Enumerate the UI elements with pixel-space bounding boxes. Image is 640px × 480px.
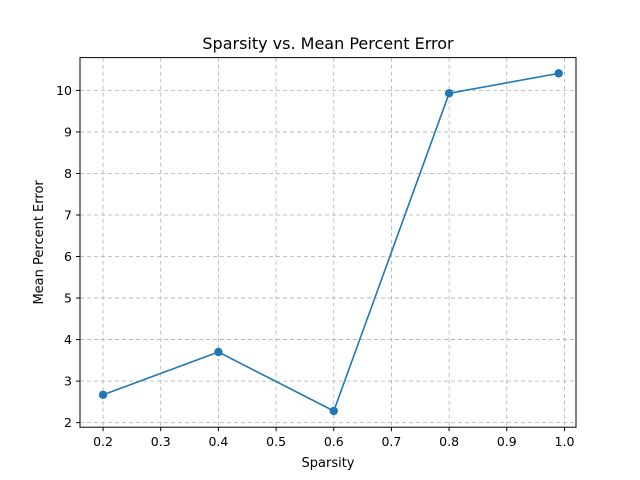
y-tick-label: 8 [64,166,72,181]
data-series [98,69,563,416]
x-axis-label: Sparsity [302,456,355,471]
x-tick-label: 0.8 [439,434,459,449]
grid [80,57,576,428]
data-point [214,347,223,357]
y-tick-label: 4 [64,332,72,347]
y-tick-label: 2 [64,415,72,430]
y-tick-label: 3 [64,374,72,389]
x-tick-label: 0.7 [381,434,401,449]
x-tick-label: 0.9 [497,434,517,449]
data-point [554,69,563,78]
x-tick-label: 1.0 [555,434,575,449]
y-tick-label: 10 [56,83,72,98]
x-tick-label: 0.6 [324,434,344,449]
y-tick-label: 9 [64,124,72,139]
data-point [329,406,338,416]
axis-ticks: 0.2 0.3 0.4 0.5 0.6 0.7 0.8 0.9 1.0 2 3 4 5 6 7 8 9 10 [56,83,574,449]
y-axis-label: Mean Percent Error [32,180,47,305]
x-tick-label: 0.3 [151,434,171,449]
x-tick-label: 0.4 [208,434,228,449]
data-point [444,89,454,98]
x-tick-label: 0.2 [93,434,113,449]
y-tick-label: 6 [64,249,72,264]
chart-title: Sparsity vs. Mean Percent Error [202,34,454,53]
x-tick-label: 0.5 [266,434,286,449]
y-tick-label: 5 [64,291,72,306]
data-point [98,390,108,400]
y-tick-label: 7 [64,207,72,222]
plot-frame [79,57,577,428]
